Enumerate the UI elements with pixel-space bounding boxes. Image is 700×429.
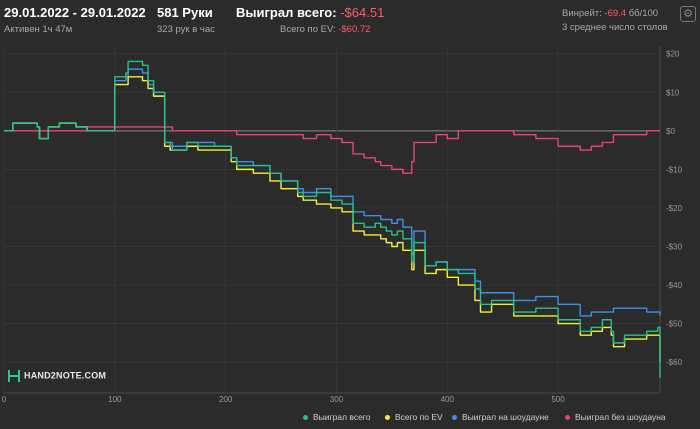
series-line [4,60,661,378]
x-tick-label: 0 [2,395,7,404]
winrate-label: Винрейт: [562,8,602,19]
winrate: Винрейт: -69.4 бб/100 [562,8,658,19]
hands-per-hour: 323 рук в час [157,24,215,35]
winrate-value: -69.4 [604,8,627,19]
y-tick-label: $0 [666,127,675,136]
ev-total: Всего по EV: -$60.72 [280,24,370,35]
legend-item[interactable]: Выиграл на шоудауне [452,412,549,422]
logo: HAND2NOTE.COM [8,369,106,383]
x-tick-label: 500 [551,395,565,404]
chart-grid [3,46,661,394]
y-tick-label: -$20 [666,204,683,213]
series-line [4,76,661,363]
legend-item[interactable]: Выиграл всего [303,412,370,422]
winrate-unit: бб/100 [628,8,659,19]
won-total-label: Выиграл всего: [236,5,337,20]
legend-label: Выиграл на шоудауне [462,412,549,422]
legend-label: Выиграл всего [313,412,371,422]
ev-total-label: Всего по EV: [280,24,336,35]
legend-dot-icon [452,415,457,421]
y-tick-label: -$10 [666,165,683,174]
legend-dot-icon [385,415,390,421]
y-tick-label: -$30 [666,242,683,251]
logo-mark-icon [8,370,20,382]
x-tick-label: 400 [441,395,455,404]
logo-text: HAND2NOTE.COM [24,370,107,381]
avg-tables: 3 среднее число столов [562,22,668,33]
date-range[interactable]: 29.01.2022 - 29.01.2022 [4,5,146,20]
y-tick-label: -$40 [666,281,683,290]
legend-item[interactable]: Всего по EV [385,412,443,422]
y-tick-label: -$60 [666,358,683,367]
gear-icon[interactable]: ⚙ [680,6,696,22]
x-tick-label: 100 [108,395,122,404]
series-line [4,126,660,174]
y-tick-label: $20 [666,50,680,59]
legend-dot-icon [303,415,308,421]
won-total: Выиграл всего: -$64.51 [236,5,384,20]
legend-label: Выиграл без шоудауна [575,412,666,422]
chart-series [4,60,661,378]
chart-legend: Выиграл всего Всего по EV Выиграл на шоуда… [0,412,700,426]
y-tick-label: $10 [666,88,680,97]
active-time: Активен 1ч 47м [4,24,73,35]
won-total-value: -$64.51 [340,5,385,20]
header-bar: 29.01.2022 - 29.01.2022 Активен 1ч 47м 5… [0,0,700,48]
ev-total-value: -$60.72 [338,24,371,35]
y-tick-label: -$50 [666,320,683,329]
x-tick-label: 200 [219,395,233,404]
legend-dot-icon [565,415,570,421]
x-tick-label: 300 [330,395,344,404]
hands-count: 581 Руки [157,5,213,20]
legend-label: Всего по EV [395,412,443,422]
chart-ticks: $20 $10 $0 -$10 -$20 -$30 -$40 -$50 -$60 0 100 200 3… [2,50,683,404]
series-line [4,68,661,317]
legend-item[interactable]: Выиграл без шоудауна [565,412,666,422]
